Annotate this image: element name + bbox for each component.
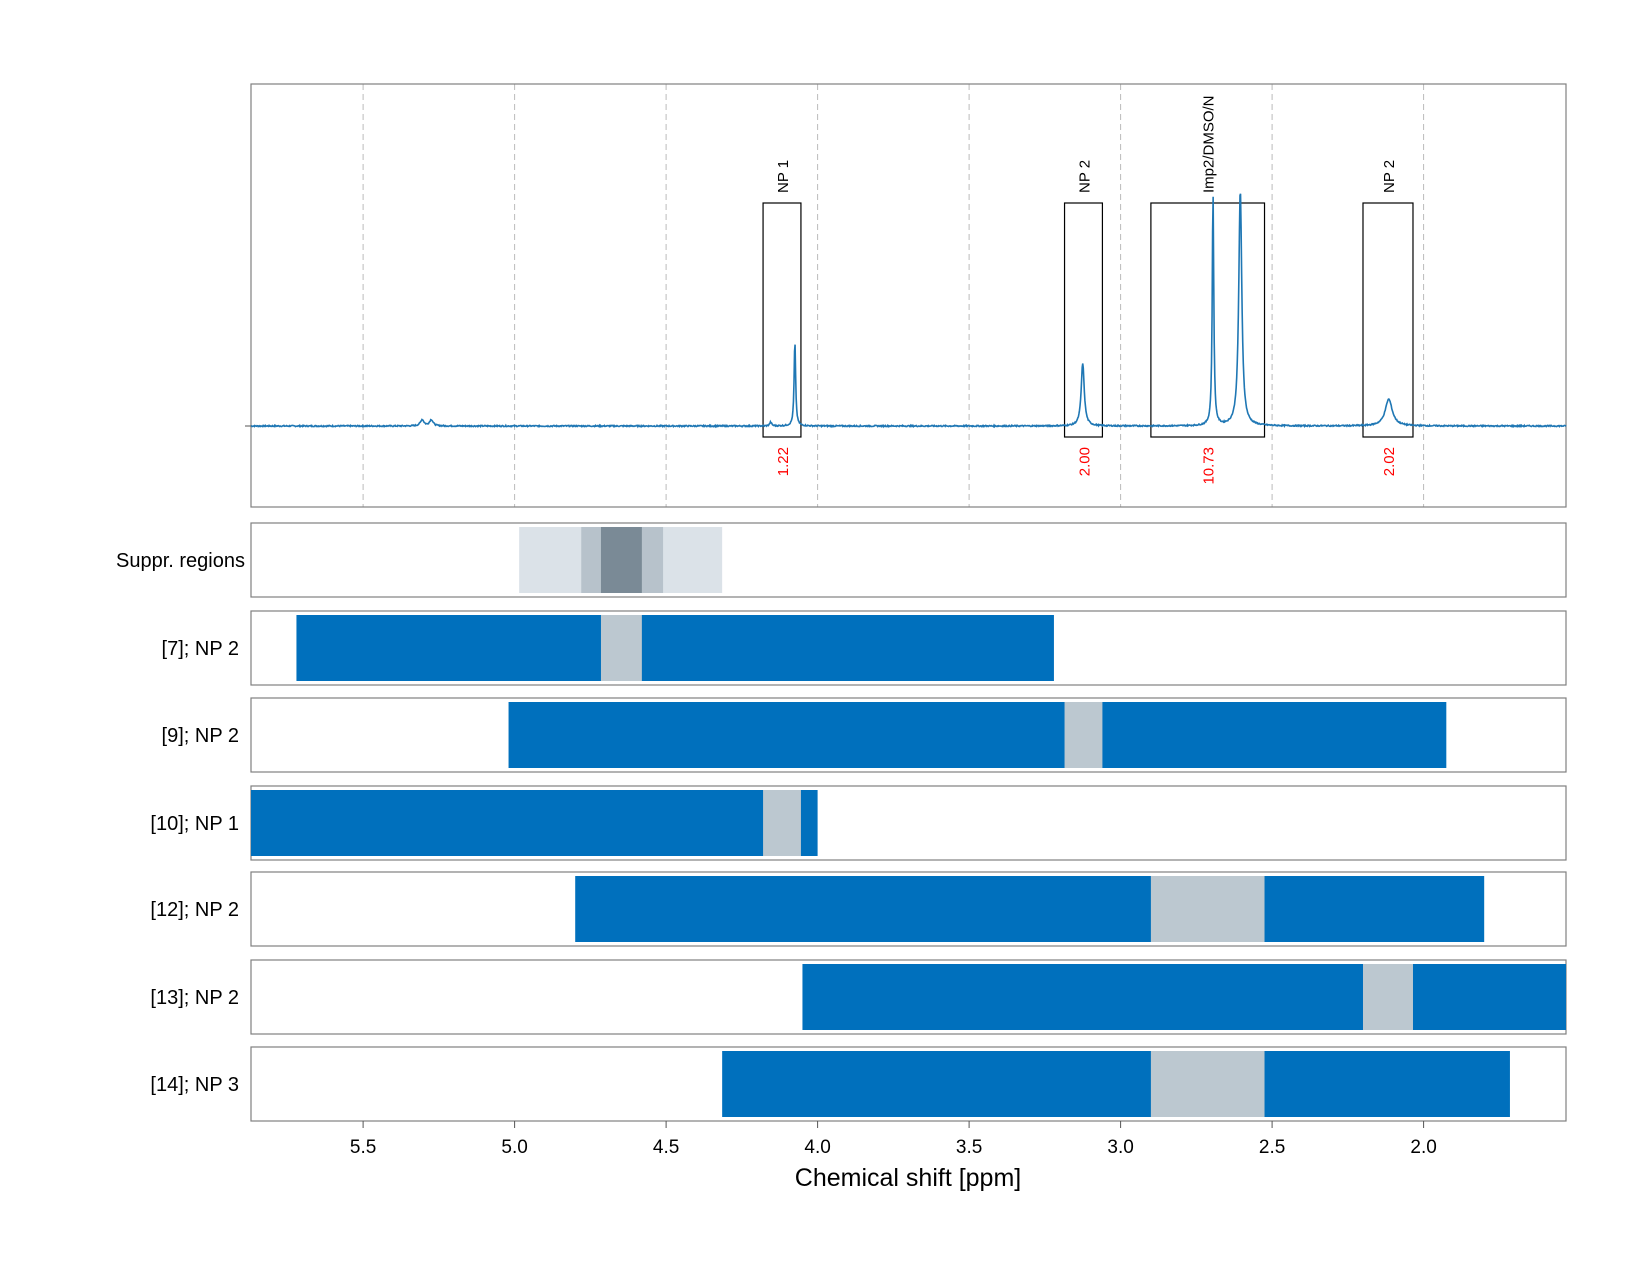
integral-value: 1.22 (775, 447, 792, 476)
track-label: [14]; NP 3 (150, 1074, 239, 1096)
spectrum-frame (250, 83, 1567, 508)
integral-value: 10.73 (1201, 447, 1218, 485)
suppr-regions-label: Suppr. regions (116, 550, 245, 572)
track-label: [7]; NP 2 (162, 638, 239, 660)
track-gap (763, 790, 801, 856)
track-bar (575, 876, 1485, 942)
x-tick-label: 4.5 (653, 1137, 679, 1158)
integral-box (1063, 202, 1104, 438)
x-tick-label: 2.0 (1410, 1137, 1436, 1158)
track-gap (1064, 702, 1103, 768)
x-tick-label: 5.5 (350, 1137, 376, 1158)
track-gap (1150, 1051, 1265, 1117)
x-tick-label: 3.0 (1107, 1137, 1133, 1158)
integral-box (762, 202, 802, 438)
track-label: [12]; NP 2 (150, 899, 239, 921)
track-label: [10]; NP 1 (150, 813, 239, 835)
integral-box (1362, 202, 1414, 438)
integral-label: NP 2 (1076, 160, 1093, 193)
grid-lines (362, 84, 1425, 507)
track-bar (722, 1051, 1510, 1117)
track-panels: Suppr. regions [7]; NP 2 [9]; NP 2 [10]; NP… (116, 522, 1567, 1122)
x-tick-label: 3.5 (956, 1137, 982, 1158)
track-gap (1362, 964, 1413, 1030)
x-tick-label: 5.0 (501, 1137, 527, 1158)
x-axis-label: Chemical shift [ppm] (795, 1164, 1021, 1192)
suppr-panel-frame (250, 522, 1567, 598)
spectrum-panel: NP 1 1.22 NP 2 2.00 Imp2/DMSO/N 10.73 NP 2 2.02 (245, 83, 1567, 508)
x-axis: 5.5 5.0 4.5 4.0 3.5 3.0 2.5 2.0 (350, 1121, 1437, 1158)
track-gap (1150, 876, 1265, 942)
integral-label: NP 1 (775, 160, 792, 193)
track-gap (600, 615, 642, 681)
track-bar (802, 964, 1566, 1030)
integral-label: Imp2/DMSO/N (1201, 95, 1218, 193)
spectrum-line (250, 193, 1567, 429)
x-tick-label: 4.0 (804, 1137, 830, 1158)
integral-value: 2.02 (1381, 447, 1398, 476)
track-label: [13]; NP 2 (150, 987, 239, 1009)
suppressed-band (600, 527, 642, 593)
integral-value: 2.00 (1076, 447, 1093, 476)
track-label: [9]; NP 2 (162, 725, 239, 747)
track-bar (296, 615, 1054, 681)
x-tick-label: 2.5 (1259, 1137, 1285, 1158)
integral-label: NP 2 (1381, 160, 1398, 193)
integral-box (1150, 202, 1266, 438)
track-bar (508, 702, 1447, 768)
track-bar (251, 790, 818, 856)
